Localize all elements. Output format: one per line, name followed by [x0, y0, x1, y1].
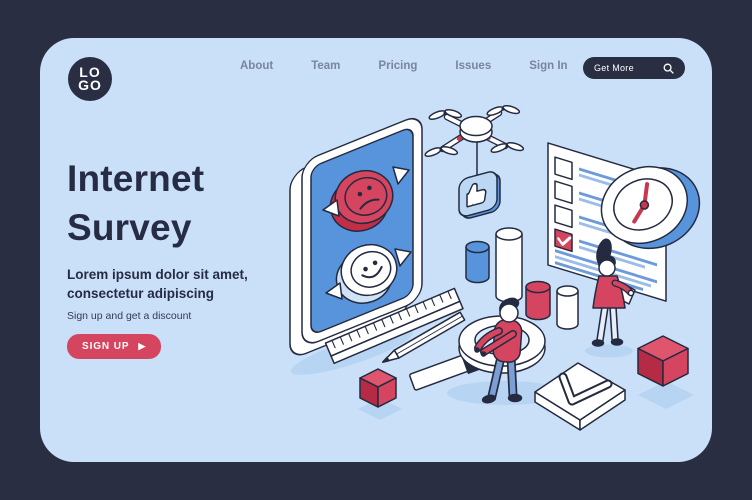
- page-title: Internet Survey: [67, 154, 317, 252]
- page-title-line2: Survey: [67, 207, 192, 248]
- nav-item-about[interactable]: About: [240, 60, 274, 72]
- main-card: LO GO About Team Pricing Issues Sign In …: [40, 38, 712, 462]
- play-arrow-icon: ▶: [138, 340, 147, 351]
- logo[interactable]: LO GO: [68, 57, 112, 101]
- main-nav: About Team Pricing Issues Sign In: [240, 60, 568, 72]
- nav-item-team[interactable]: Team: [311, 60, 341, 72]
- logo-text-line1: LO: [79, 63, 101, 80]
- nav-item-signin[interactable]: Sign In: [529, 60, 568, 72]
- hero-subtitle: Lorem ipsum dolor sit amet, consectetur …: [67, 266, 317, 304]
- nav-item-pricing[interactable]: Pricing: [378, 60, 418, 72]
- get-more-button[interactable]: Get More: [583, 57, 685, 79]
- search-icon: [663, 63, 674, 74]
- sign-up-button[interactable]: SIGN UP ▶: [67, 333, 162, 359]
- hero-caption: Sign up and get a discount: [67, 309, 192, 322]
- nav-item-issues[interactable]: Issues: [455, 60, 492, 72]
- hero-section: Internet Survey Lorem ipsum dolor sit am…: [67, 154, 317, 359]
- logo-text-line2: GO: [78, 77, 102, 93]
- get-more-label: Get More: [594, 63, 634, 73]
- page-title-line1: Internet: [67, 158, 205, 199]
- hero-subtitle-line1: Lorem ipsum dolor sit amet,: [67, 267, 248, 282]
- sign-up-label: SIGN UP: [82, 340, 130, 352]
- hero-subtitle-line2: consectetur adipiscing: [67, 285, 215, 301]
